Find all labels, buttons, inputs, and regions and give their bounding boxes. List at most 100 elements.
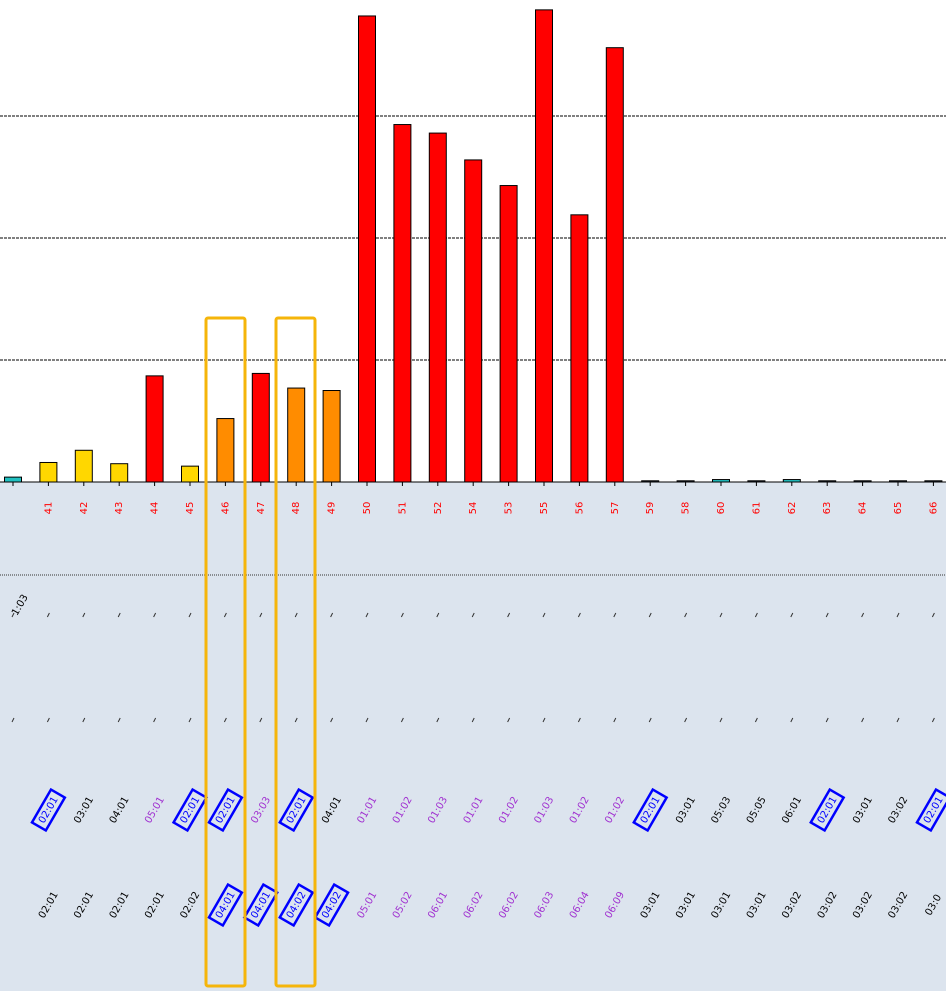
row-tick — [11, 612, 15, 618]
row-tick — [790, 612, 794, 618]
highlight — [274, 316, 317, 988]
row-tick — [471, 612, 475, 618]
bar — [287, 387, 306, 483]
bar — [358, 15, 376, 483]
row-tick — [117, 612, 121, 618]
row-tick — [117, 717, 121, 723]
row-tick — [719, 612, 723, 618]
x-tick-label: 57 — [610, 502, 621, 515]
x-tick-label: 58 — [681, 502, 692, 515]
row-tick — [436, 717, 440, 723]
x-tick-label: 55 — [539, 502, 550, 515]
row-tick — [223, 612, 227, 618]
x-tick-label: 63 — [822, 502, 833, 515]
row-tick — [82, 612, 86, 618]
row-tick — [436, 612, 440, 618]
row-tick — [507, 612, 511, 618]
row-tick — [365, 612, 369, 618]
row-tick — [153, 717, 157, 723]
x-tick-label: 62 — [787, 502, 798, 515]
x-tick-label: 64 — [858, 502, 869, 515]
x-tick-label: 41 — [43, 502, 54, 515]
bar — [570, 214, 589, 483]
x-tick-label: 46 — [220, 502, 231, 515]
row-tick — [825, 612, 829, 618]
x-tick-label: 56 — [574, 502, 585, 515]
x-tick-label: 51 — [397, 502, 408, 515]
row-tick — [648, 612, 652, 618]
bar — [889, 480, 907, 483]
label-box — [278, 787, 315, 833]
row-tick — [223, 717, 227, 723]
x-tick-label: 59 — [645, 502, 656, 515]
label-box — [278, 882, 315, 928]
x-tick-label: 47 — [256, 502, 267, 515]
label-box — [207, 882, 244, 928]
row-tick — [400, 717, 404, 723]
bar — [853, 480, 872, 483]
row-tick — [790, 717, 794, 723]
label-panel — [0, 482, 946, 991]
row-tick — [542, 612, 546, 618]
row-tick — [896, 612, 900, 618]
row-tick — [188, 717, 192, 723]
bar — [782, 479, 801, 483]
label-box — [242, 882, 279, 928]
bar — [145, 375, 164, 483]
label-box — [809, 787, 846, 833]
bar — [712, 479, 730, 483]
row-tick — [188, 612, 192, 618]
row-tick — [931, 717, 935, 723]
bar — [110, 463, 129, 483]
row-tick — [46, 717, 50, 723]
row-tick — [684, 717, 688, 723]
bar — [251, 372, 270, 483]
bar — [74, 449, 93, 483]
x-tick-label: 54 — [468, 502, 479, 515]
x-tick-label: 48 — [291, 502, 302, 515]
label-box — [915, 787, 946, 833]
x-tick-label: 50 — [362, 502, 373, 515]
row-tick — [294, 717, 298, 723]
label-box — [632, 787, 669, 833]
row-tick — [471, 717, 475, 723]
x-tick-label: 60 — [716, 502, 727, 515]
row-tick — [542, 717, 546, 723]
bar — [39, 461, 58, 483]
x-tick-label: 49 — [327, 502, 338, 515]
row-tick — [507, 717, 511, 723]
label-box — [171, 787, 209, 833]
bar — [535, 9, 553, 483]
row-tick — [365, 717, 369, 723]
bar — [464, 159, 483, 483]
bar — [676, 480, 695, 483]
bar — [641, 480, 660, 483]
row-tick — [648, 717, 652, 723]
row-tick — [613, 717, 617, 723]
row-tick — [577, 612, 581, 618]
bar — [818, 480, 837, 483]
row-tick — [613, 612, 617, 618]
x-tick-label: 43 — [114, 502, 125, 515]
row-tick — [330, 612, 334, 618]
row-tick — [577, 717, 581, 723]
x-tick-label: 65 — [893, 502, 904, 515]
x-tick-label: 44 — [150, 502, 161, 515]
x-tick-label: 42 — [79, 502, 90, 515]
row-tick — [153, 612, 157, 618]
row-tick — [825, 717, 829, 723]
x-tick-label: 45 — [185, 502, 196, 515]
row-tick — [861, 717, 865, 723]
label-box — [313, 882, 350, 928]
row-tick — [330, 717, 334, 723]
bar — [428, 132, 447, 483]
row-tick — [259, 612, 263, 618]
bar — [4, 476, 22, 483]
bar — [499, 185, 518, 483]
x-tick-label: 53 — [504, 502, 515, 515]
x-tick-label: 52 — [433, 502, 444, 515]
row-tick — [754, 717, 758, 723]
label-box — [207, 787, 244, 833]
label-box — [30, 787, 67, 833]
